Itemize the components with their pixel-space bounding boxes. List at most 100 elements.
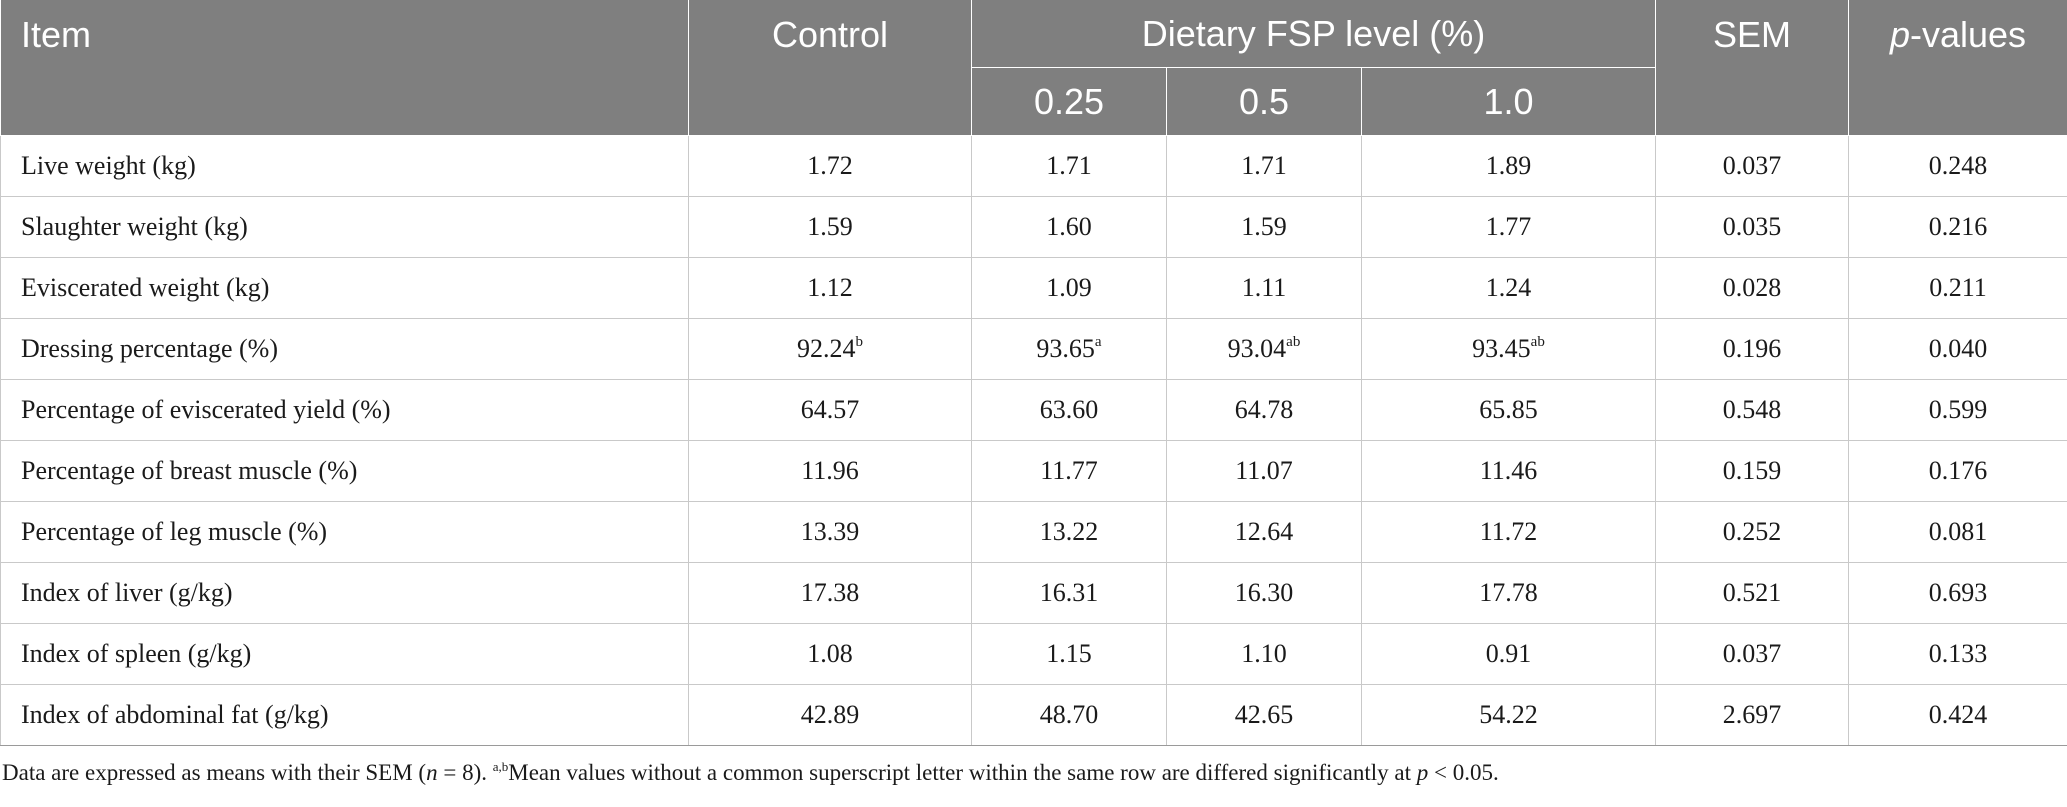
cell-item-value: Percentage of breast muscle (%) [21, 456, 358, 485]
cell-control-value: 1.08 [807, 639, 853, 668]
cell-control: 1.59 [688, 196, 972, 258]
cell-level-0-25: 48.70 [971, 684, 1167, 746]
cell-p-value-value: 0.081 [1928, 517, 1988, 546]
table-header: Item Control Dietary FSP level (%) SEM p… [0, 0, 2067, 136]
cell-p-value-value: 0.599 [1928, 395, 1988, 424]
cell-level-1-0: 11.72 [1360, 501, 1657, 563]
cell-sem: 0.037 [1655, 623, 1850, 685]
cell-p-value: 0.211 [1848, 257, 2067, 319]
significance-superscript: b [855, 334, 864, 350]
cell-level-0-5: 11.07 [1166, 440, 1362, 502]
cell-level-0-25: 1.60 [971, 196, 1167, 258]
cell-level-0-25-value: 1.15 [1046, 639, 1092, 668]
cell-control-value: 11.96 [801, 456, 859, 485]
table-row: Index of abdominal fat (g/kg) 42.89 48.70 4… [0, 684, 2067, 746]
cell-control-value: 92.24 [797, 334, 856, 363]
cell-p-value-value: 0.424 [1928, 700, 1988, 729]
cell-level-1-0: 11.46 [1360, 440, 1657, 502]
cell-p-value-value: 0.040 [1928, 334, 1988, 363]
cell-p-value: 0.081 [1848, 501, 2067, 563]
cell-level-0-25: 13.22 [971, 501, 1167, 563]
footnote-superscript: a,b [492, 759, 509, 774]
table-footnote: Data are expressed as means with their S… [0, 746, 2067, 786]
cell-level-0-25: 93.65a [971, 318, 1167, 380]
cell-item-value: Index of liver (g/kg) [21, 578, 233, 607]
cell-control: 42.89 [688, 684, 972, 746]
cell-item-value: Percentage of eviscerated yield (%) [21, 395, 391, 424]
cell-level-1-0: 17.78 [1360, 562, 1657, 624]
footnote-text-1: Data are expressed as means with their S… [2, 760, 427, 785]
cell-item: Index of liver (g/kg) [0, 562, 689, 624]
cell-item: Index of spleen (g/kg) [0, 623, 689, 685]
cell-level-1-0-value: 11.72 [1479, 517, 1538, 546]
cell-level-0-25-value: 11.77 [1040, 456, 1098, 485]
cell-level-1-0-value: 93.45 [1472, 334, 1531, 363]
cell-sem-value: 2.697 [1722, 700, 1782, 729]
cell-level-1-0-value: 0.91 [1485, 639, 1532, 668]
cell-p-value: 0.133 [1848, 623, 2067, 685]
cell-level-1-0-value: 1.89 [1485, 151, 1532, 180]
table-row: Percentage of breast muscle (%) 11.96 11.7… [0, 440, 2067, 502]
cell-item-value: Percentage of leg muscle (%) [21, 517, 328, 546]
cell-p-value: 0.216 [1848, 196, 2067, 258]
cell-level-0-5-value: 93.04 [1227, 334, 1287, 363]
header-item: Item [0, 0, 689, 136]
cell-level-0-25-value: 93.65 [1036, 334, 1095, 363]
cell-sem: 0.252 [1655, 501, 1850, 563]
cell-p-value-value: 0.211 [1929, 273, 1987, 302]
cell-sem: 0.548 [1655, 379, 1850, 441]
cell-item-value: Index of spleen (g/kg) [21, 639, 252, 668]
cell-level-1-0-value: 1.77 [1485, 212, 1532, 241]
cell-level-0-5-value: 11.07 [1235, 456, 1293, 485]
cell-sem-value: 0.196 [1722, 334, 1782, 363]
cell-level-0-5: 1.11 [1166, 257, 1362, 319]
cell-level-0-25-value: 13.22 [1039, 517, 1099, 546]
cell-level-0-5: 1.59 [1166, 196, 1362, 258]
cell-control-value: 17.38 [800, 578, 860, 607]
table-row: Live weight (kg) 1.72 1.71 1.71 1.89 0.037 0.2… [0, 135, 2067, 197]
cell-item: Eviscerated weight (kg) [0, 257, 689, 319]
cell-item-value: Slaughter weight (kg) [21, 212, 248, 241]
cell-level-0-25-value: 1.60 [1046, 212, 1092, 241]
cell-level-1-0-value: 65.85 [1479, 395, 1538, 424]
cell-p-value: 0.040 [1848, 318, 2067, 380]
cell-control: 11.96 [688, 440, 972, 502]
cell-level-1-0-value: 1.24 [1485, 273, 1532, 302]
cell-level-0-25: 11.77 [971, 440, 1167, 502]
cell-level-0-25: 16.31 [971, 562, 1167, 624]
cell-p-value-value: 0.216 [1928, 212, 1988, 241]
cell-sem: 2.697 [1655, 684, 1850, 746]
cell-sem-value: 0.035 [1722, 212, 1782, 241]
cell-level-0-25: 1.71 [971, 135, 1167, 197]
table-container: Item Control Dietary FSP level (%) SEM p… [0, 0, 2067, 786]
cell-sem-value: 0.521 [1722, 578, 1782, 607]
cell-level-0-25-value: 63.60 [1039, 395, 1099, 424]
cell-level-0-5: 1.10 [1166, 623, 1362, 685]
cell-level-1-0-value: 11.46 [1479, 456, 1538, 485]
cell-sem: 0.035 [1655, 196, 1850, 258]
cell-p-value-value: 0.133 [1928, 639, 1988, 668]
cell-sem-value: 0.037 [1722, 639, 1782, 668]
table-row: Index of liver (g/kg) 17.38 16.31 16.30 17.7… [0, 562, 2067, 624]
cell-level-0-25-value: 1.71 [1046, 151, 1092, 180]
header-sem: SEM [1655, 0, 1850, 136]
cell-level-0-5: 1.71 [1166, 135, 1362, 197]
cell-p-value: 0.693 [1848, 562, 2067, 624]
cell-level-0-5-value: 1.10 [1241, 639, 1287, 668]
cell-level-0-25-value: 16.31 [1039, 578, 1099, 607]
cell-level-0-5: 12.64 [1166, 501, 1362, 563]
cell-p-value-value: 0.176 [1928, 456, 1988, 485]
cell-level-0-5: 64.78 [1166, 379, 1362, 441]
cell-level-1-0: 1.89 [1360, 135, 1657, 197]
cell-control: 1.08 [688, 623, 972, 685]
cell-level-0-25: 1.15 [971, 623, 1167, 685]
cell-p-value-value: 0.248 [1928, 151, 1988, 180]
cell-control-value: 42.89 [800, 700, 860, 729]
cell-control-value: 1.59 [807, 212, 853, 241]
cell-level-1-0: 1.77 [1360, 196, 1657, 258]
cell-item-value: Live weight (kg) [21, 151, 196, 180]
cell-level-1-0: 0.91 [1360, 623, 1657, 685]
results-table: Item Control Dietary FSP level (%) SEM p… [0, 0, 2067, 746]
cell-level-0-25-value: 1.09 [1046, 273, 1092, 302]
cell-level-0-25-value: 48.70 [1039, 700, 1099, 729]
